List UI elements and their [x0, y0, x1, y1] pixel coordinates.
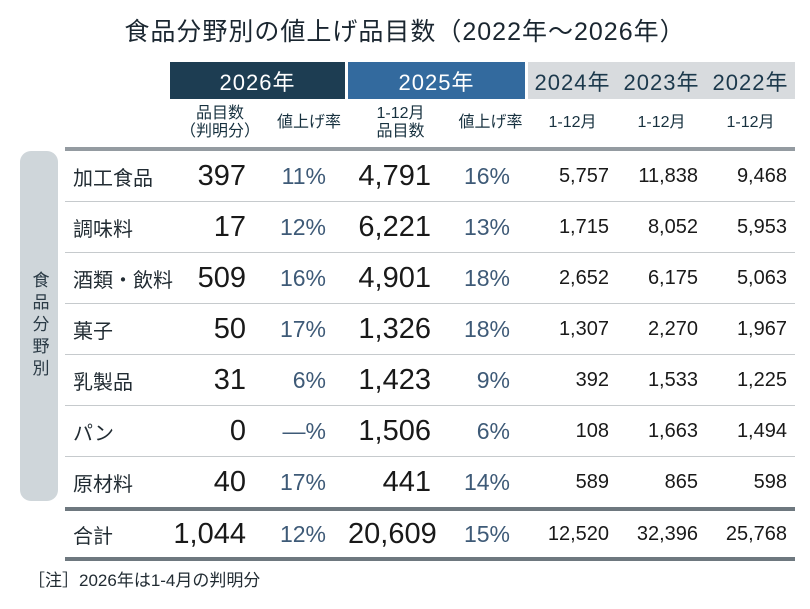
- category-cell: 酒類・飲料: [73, 269, 173, 292]
- rate-2025-cell: 6%: [476, 417, 510, 444]
- category-axis-label-bar: 食品分野別: [20, 151, 58, 501]
- items-2022-cell: 5,063: [736, 266, 787, 289]
- items-2026-cell: 40: [213, 465, 246, 498]
- subheader-rate-2025: 値上げ率: [458, 113, 523, 131]
- items-2025-cell: 1,326: [358, 312, 431, 345]
- items-2025-cell: 4,901: [358, 261, 431, 294]
- items-2023-cell: 2,270: [647, 317, 698, 340]
- rate-2026-cell: 17%: [279, 468, 326, 495]
- items-2023-cell: 865: [664, 470, 698, 493]
- items-2024-cell: 1,715: [558, 215, 609, 238]
- rate-2025-cell: 15%: [463, 520, 510, 547]
- items-2025-cell: 6,221: [358, 210, 431, 243]
- items-2026-cell: 0: [229, 414, 246, 447]
- category-cell: 調味料: [73, 218, 133, 241]
- items-2026-cell: 509: [197, 261, 246, 294]
- items-2022-cell: 1,494: [736, 419, 787, 442]
- rate-2025-cell: 16%: [463, 162, 510, 189]
- rate-2026-cell: —%: [282, 417, 326, 444]
- table-row-seasonings: 調味料 17 12% 6,221 13% 1,715 8,052 5,953: [65, 202, 795, 253]
- items-2022-cell: 1,967: [736, 317, 787, 340]
- year-header-2022: 2022年: [706, 62, 795, 99]
- items-2024-cell: 108: [575, 419, 609, 442]
- items-2022-cell: 5,953: [736, 215, 787, 238]
- year-header-2026: 2026年: [170, 62, 345, 99]
- subheader-row: 品目数 （判明分） 値上げ率 1-12月 品目数 値上げ率 1-12月 1-12…: [65, 99, 795, 151]
- rate-2025-cell: 18%: [463, 264, 510, 291]
- items-2025-cell: 1,506: [358, 414, 431, 447]
- items-2023-cell: 1,663: [647, 419, 698, 442]
- footnote: ［注］2026年は1-4月の判明分: [28, 571, 261, 590]
- rate-2026-cell: 17%: [279, 315, 326, 342]
- category-cell: 原材料: [73, 473, 133, 496]
- category-cell: 菓子: [73, 320, 113, 343]
- category-cell: 加工食品: [73, 167, 153, 190]
- price-increase-table: 2026年 2025年 2024年 2023年 2022年 品目数 （判明分） …: [65, 62, 795, 561]
- items-2026-cell: 50: [213, 312, 246, 345]
- subheader-items-2025: 1-12月 品目数: [376, 104, 425, 140]
- year-header-2024: 2024年: [528, 62, 617, 99]
- subheader-items-2026: 品目数 （判明分）: [179, 104, 260, 140]
- items-2026-cell: 1,044: [173, 517, 246, 550]
- subheader-rate-2026: 値上げ率: [276, 113, 341, 131]
- items-2026-cell: 17: [213, 210, 246, 243]
- items-2025-cell: 4,791: [358, 159, 431, 192]
- page-title: 食品分野別の値上げ品目数（2022年～2026年）: [124, 18, 686, 46]
- items-2024-cell: 5,757: [558, 164, 609, 187]
- year-header-row: 2026年 2025年 2024年 2023年 2022年: [65, 62, 795, 99]
- category-axis-label: 食品分野別: [29, 271, 49, 381]
- items-2025-cell: 1,423: [358, 363, 431, 396]
- table-row-bread: パン 0 —% 1,506 6% 108 1,663 1,494: [65, 406, 795, 457]
- items-2024-cell: 392: [575, 368, 609, 391]
- items-2024-cell: 12,520: [547, 522, 609, 545]
- items-2026-cell: 397: [197, 159, 246, 192]
- rate-2026-cell: 12%: [279, 520, 326, 547]
- rate-2025-cell: 13%: [463, 213, 510, 240]
- rate-2026-cell: 11%: [281, 162, 326, 189]
- rate-2026-cell: 12%: [279, 213, 326, 240]
- rate-2025-cell: 18%: [463, 315, 510, 342]
- rate-2026-cell: 16%: [279, 264, 326, 291]
- items-2022-cell: 1,225: [736, 368, 787, 391]
- table-row-raw-materials: 原材料 40 17% 441 14% 589 865 598: [65, 457, 795, 507]
- items-2022-cell: 598: [753, 470, 787, 493]
- table-row-processed-foods: 加工食品 397 11% 4,791 16% 5,757 11,838 9,46…: [65, 151, 795, 202]
- items-2023-cell: 32,396: [636, 522, 698, 545]
- items-2025-cell: 20,609: [348, 517, 437, 550]
- items-2022-cell: 9,468: [736, 164, 787, 187]
- items-2024-cell: 589: [575, 470, 609, 493]
- rate-2025-cell: 9%: [476, 366, 510, 393]
- category-cell: 合計: [73, 525, 113, 548]
- items-2023-cell: 1,533: [647, 368, 698, 391]
- subheader-months-2024: 1-12月: [548, 113, 597, 131]
- items-2024-cell: 1,307: [558, 317, 609, 340]
- subheader-months-2022: 1-12月: [726, 113, 775, 131]
- table-row-alcohol-beverages: 酒類・飲料 509 16% 4,901 18% 2,652 6,175 5,06…: [65, 253, 795, 304]
- category-cell: 乳製品: [73, 371, 133, 394]
- year-header-2023: 2023年: [617, 62, 706, 99]
- items-2024-cell: 2,652: [558, 266, 609, 289]
- year-header-2025: 2025年: [348, 62, 525, 99]
- rate-2025-cell: 14%: [463, 468, 510, 495]
- table-row-sweets: 菓子 50 17% 1,326 18% 1,307 2,270 1,967: [65, 304, 795, 355]
- category-cell: パン: [73, 422, 114, 445]
- subheader-months-2023: 1-12月: [637, 113, 686, 131]
- items-2026-cell: 31: [213, 363, 246, 396]
- table-row-dairy: 乳製品 31 6% 1,423 9% 392 1,533 1,225: [65, 355, 795, 406]
- rate-2026-cell: 6%: [292, 366, 326, 393]
- items-2023-cell: 6,175: [647, 266, 698, 289]
- items-2025-cell: 441: [382, 465, 431, 498]
- table-row-total: 合計 1,044 12% 20,609 15% 12,520 32,396 25…: [65, 507, 795, 561]
- items-2022-cell: 25,768: [725, 522, 787, 545]
- items-2023-cell: 11,838: [638, 164, 698, 187]
- items-2023-cell: 8,052: [647, 215, 698, 238]
